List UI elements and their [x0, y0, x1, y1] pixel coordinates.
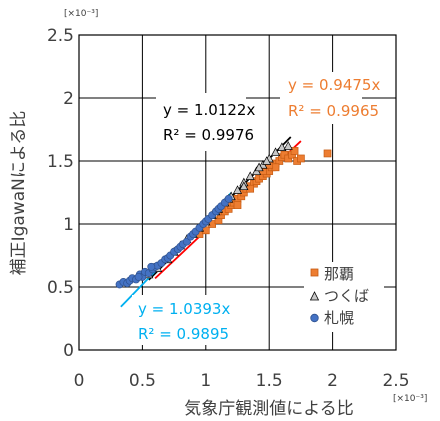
data-point-tsukuba [245, 171, 255, 180]
y-tick-label: 1.5 [47, 152, 74, 172]
axes [78, 34, 397, 351]
equation-box-tsukuba-bg [156, 93, 246, 151]
data-point-sapporo [134, 272, 143, 281]
data-point-tsukuba [239, 181, 249, 191]
data-point-tsukuba [262, 156, 272, 165]
x-multiplier-label: [×10⁻³] [393, 394, 427, 404]
data-point-tsukuba [270, 147, 281, 157]
equation-box-naha-bg [280, 72, 362, 124]
legend-marker-naha [310, 268, 319, 277]
legend-marker-sapporo [310, 313, 319, 323]
r2-tsukuba: R² = 0.9976 [163, 126, 254, 144]
data-point-tsukuba [254, 162, 264, 172]
r2-naha: R² = 0.9965 [288, 102, 379, 120]
data-point-sapporo [147, 262, 156, 271]
data-point-naha [290, 147, 299, 155]
legend-label-naha: 那覇 [324, 265, 354, 283]
legend-label-sapporo: 札幌 [324, 309, 354, 327]
data-point-tsukuba [283, 141, 293, 150]
data-point-naha [297, 154, 305, 163]
y-tick-labels: 0 0.5 1 1.5 2 2.5 [47, 26, 74, 361]
x-axis-label: 気象庁観測値による比 [184, 399, 354, 419]
y-multiplier-label: [×10⁻³] [64, 9, 98, 19]
legend: 那覇 つくば 札幌 [304, 262, 384, 332]
data-point-tsukuba [277, 142, 287, 151]
equation-tsukuba: y = 1.0122x [163, 101, 255, 119]
r2-sapporo: R² = 0.9895 [138, 325, 229, 343]
x-tick-label: 0.5 [129, 371, 156, 391]
x-tick-label: 0 [74, 371, 85, 391]
data-point-sapporo [224, 194, 233, 203]
y-axis-label: 補正IgawaNによる比 [9, 111, 29, 276]
y-tick-label: 0.5 [47, 278, 74, 298]
legend-label-tsukuba: つくば [324, 287, 369, 305]
data-point-naha [271, 163, 280, 172]
x-tick-label: 1 [200, 371, 211, 391]
y-tick-label: 0 [63, 341, 74, 361]
equation-naha: y = 0.9475x [288, 76, 380, 94]
data-point-naha [233, 201, 242, 209]
equation-sapporo: y = 1.0393x [138, 300, 230, 318]
x-tick-label: 2.5 [382, 371, 409, 391]
y-tick-label: 2.5 [47, 26, 74, 46]
x-tick-label: 2 [327, 371, 338, 391]
y-tick-label: 2 [63, 89, 74, 109]
data-point-naha [323, 149, 332, 158]
x-tick-label: 1.5 [256, 371, 283, 391]
data-points [115, 141, 332, 289]
y-tick-label: 1 [63, 215, 74, 235]
plot-border [78, 34, 397, 351]
equation-box-sapporo-bg [132, 295, 240, 345]
x-tick-labels: 0 0.5 1 1.5 2 2.5 [74, 371, 410, 391]
legend-marker-tsukuba [309, 291, 320, 301]
